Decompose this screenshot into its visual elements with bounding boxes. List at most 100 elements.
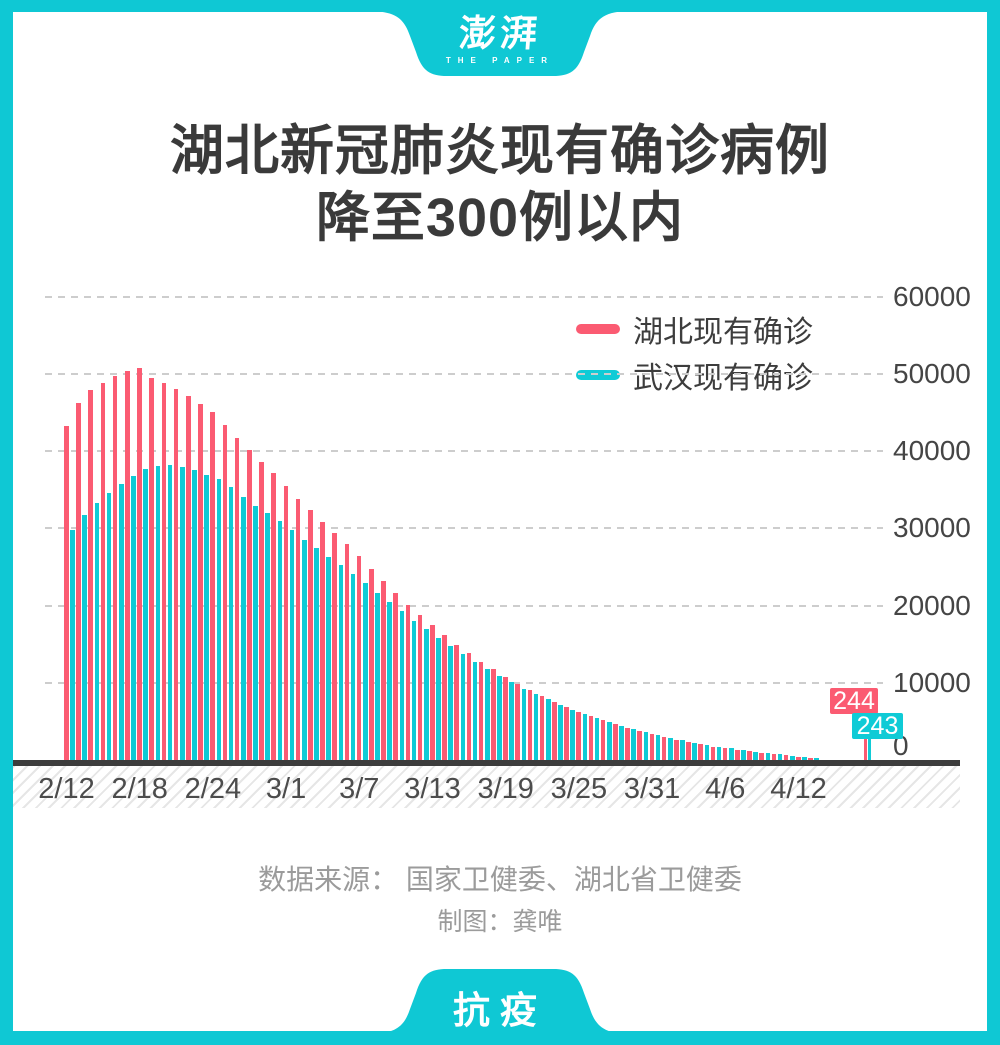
bar-wuhan-3/12 bbox=[423, 629, 429, 762]
bar-wuhan-2/13 bbox=[82, 515, 87, 762]
bar-wuhan-4/2 bbox=[680, 740, 685, 762]
bar-wuhan-4/1 bbox=[667, 738, 673, 762]
bar-wuhan-2/17 bbox=[131, 476, 136, 762]
y-axis-label-50000: 50000 bbox=[893, 358, 971, 389]
bar-hubei-3/31 bbox=[649, 734, 655, 762]
bar-wuhan-3/21 bbox=[533, 694, 539, 762]
bar-wuhan-3/19 bbox=[509, 682, 514, 762]
bar-wuhan-2/12 bbox=[70, 530, 75, 762]
bar-wuhan-3/6 bbox=[350, 574, 356, 762]
bar-wuhan-3/8 bbox=[375, 593, 380, 762]
frame-top-strip bbox=[0, 0, 1000, 12]
bar-wuhan-3/20 bbox=[521, 689, 527, 762]
bar-wuhan-2/24 bbox=[216, 479, 222, 762]
bar-hubei-2/19 bbox=[149, 378, 155, 762]
bar-wuhan-3/2 bbox=[301, 540, 307, 762]
bar-hubei-3/28 bbox=[613, 724, 618, 762]
bar-hubei-2/15 bbox=[100, 383, 106, 762]
bar-hubei-4/4 bbox=[698, 744, 704, 762]
bar-wuhan-3/30 bbox=[643, 732, 649, 762]
bar-wuhan-3/22 bbox=[545, 699, 551, 762]
bar-wuhan-3/17 bbox=[484, 669, 490, 762]
x-axis-label-3/13: 3/13 bbox=[404, 773, 461, 805]
paper-logo: 澎湃 THE PAPER bbox=[375, 13, 625, 65]
bar-hubei-3/22 bbox=[539, 696, 545, 762]
x-axis-label-3/7: 3/7 bbox=[339, 773, 380, 805]
x-axis-label-2/24: 2/24 bbox=[184, 773, 242, 805]
bar-hubei-3/7 bbox=[356, 556, 362, 762]
bar-hubei-2/17 bbox=[125, 371, 130, 762]
bar-wuhan-3/28 bbox=[619, 726, 624, 762]
bar-hubei-3/10 bbox=[393, 593, 399, 762]
bar-hubei-4/12 bbox=[796, 757, 801, 762]
header-tab-shape bbox=[368, 11, 632, 76]
bar-hubei-4/8 bbox=[747, 751, 752, 762]
x-axis-hatch-strip bbox=[13, 766, 960, 808]
bar-hubei-2/25 bbox=[222, 425, 228, 762]
bar-hubei-3/20 bbox=[515, 684, 521, 762]
bar-wuhan-3/18 bbox=[497, 676, 502, 762]
bar-hubei-3/14 bbox=[442, 635, 447, 762]
x-axis-line bbox=[13, 760, 960, 766]
frame-bottom-strip bbox=[0, 1031, 1000, 1045]
bar-hubei-3/6 bbox=[344, 544, 350, 762]
bar-wuhan-3/5 bbox=[338, 565, 344, 762]
bar-wuhan-4/12 bbox=[802, 757, 807, 762]
bar-hubei-2/28 bbox=[259, 462, 264, 762]
bar-hubei-2/14 bbox=[88, 390, 94, 762]
bar-hubei-2/24 bbox=[210, 412, 216, 762]
bar-hubei-3/4 bbox=[320, 522, 325, 762]
bar-hubei-3/15 bbox=[454, 645, 460, 762]
bar-hubei-2/22 bbox=[186, 396, 191, 762]
bar-hubei-3/17 bbox=[478, 662, 484, 762]
bar-hubei-3/18 bbox=[491, 669, 496, 762]
bar-hubei-3/16 bbox=[466, 653, 472, 762]
chart-title: 湖北新冠肺炎现有确诊病例 降至300例以内 bbox=[0, 118, 1000, 252]
bar-wuhan-3/1 bbox=[289, 530, 295, 762]
bar-hubei-4/5 bbox=[710, 747, 716, 762]
x-axis-label-3/31: 3/31 bbox=[623, 773, 681, 805]
frame-left-strip bbox=[0, 0, 13, 1045]
bar-wuhan-4/4 bbox=[704, 745, 710, 762]
bar-hubei-4/11 bbox=[783, 755, 789, 762]
bar-wuhan-2/25 bbox=[228, 487, 234, 762]
x-axis-label-4/12: 4/12 bbox=[770, 773, 827, 805]
bar-wuhan-3/16 bbox=[472, 662, 478, 762]
credit: 制图：龚唯 bbox=[437, 908, 563, 936]
bar-wuhan-4/7 bbox=[741, 750, 746, 762]
bar-hubei-3/27 bbox=[600, 720, 606, 762]
bar-wuhan-2/26 bbox=[240, 497, 246, 762]
bar-hubei-3/11 bbox=[405, 605, 411, 762]
bar-hubei-3/23 bbox=[552, 702, 557, 762]
frame-right-strip bbox=[987, 0, 1000, 1045]
bar-wuhan-3/31 bbox=[655, 735, 661, 762]
legend-swatch-hubei bbox=[576, 324, 620, 334]
bar-hubei-3/13 bbox=[430, 625, 435, 762]
bar-wuhan-3/24 bbox=[570, 710, 575, 762]
bar-hubei-4/2 bbox=[674, 740, 679, 762]
y-axis-label-10000: 10000 bbox=[893, 666, 971, 698]
bar-wuhan-3/26 bbox=[594, 718, 600, 762]
leader-line-wuhan bbox=[868, 737, 871, 762]
bar-wuhan-3/9 bbox=[387, 602, 392, 762]
legend-item-wuhan: 武汉现有确诊 bbox=[576, 352, 813, 398]
bar-hubei-3/30 bbox=[637, 731, 643, 762]
bar-wuhan-4/6 bbox=[728, 748, 734, 762]
legend-swatch-wuhan bbox=[576, 370, 620, 380]
x-axis-label-2/18: 2/18 bbox=[111, 773, 168, 805]
bar-hubei-3/21 bbox=[527, 690, 533, 762]
bar-wuhan-3/10 bbox=[399, 611, 405, 762]
bar-wuhan-3/7 bbox=[362, 583, 368, 762]
bar-hubei-2/16 bbox=[112, 376, 118, 762]
bar-wuhan-4/10 bbox=[777, 754, 783, 762]
callout-hubei-value: 244 bbox=[830, 688, 878, 714]
bar-hubei-2/21 bbox=[173, 389, 179, 762]
y-axis-label-30000: 30000 bbox=[893, 512, 971, 544]
bar-wuhan-3/27 bbox=[606, 722, 612, 762]
bar-wuhan-2/14 bbox=[94, 503, 100, 762]
bar-hubei-4/6 bbox=[722, 748, 728, 762]
bar-wuhan-2/23 bbox=[204, 475, 209, 762]
bar-wuhan-2/22 bbox=[192, 470, 197, 762]
bar-hubei-4/3 bbox=[686, 742, 691, 762]
